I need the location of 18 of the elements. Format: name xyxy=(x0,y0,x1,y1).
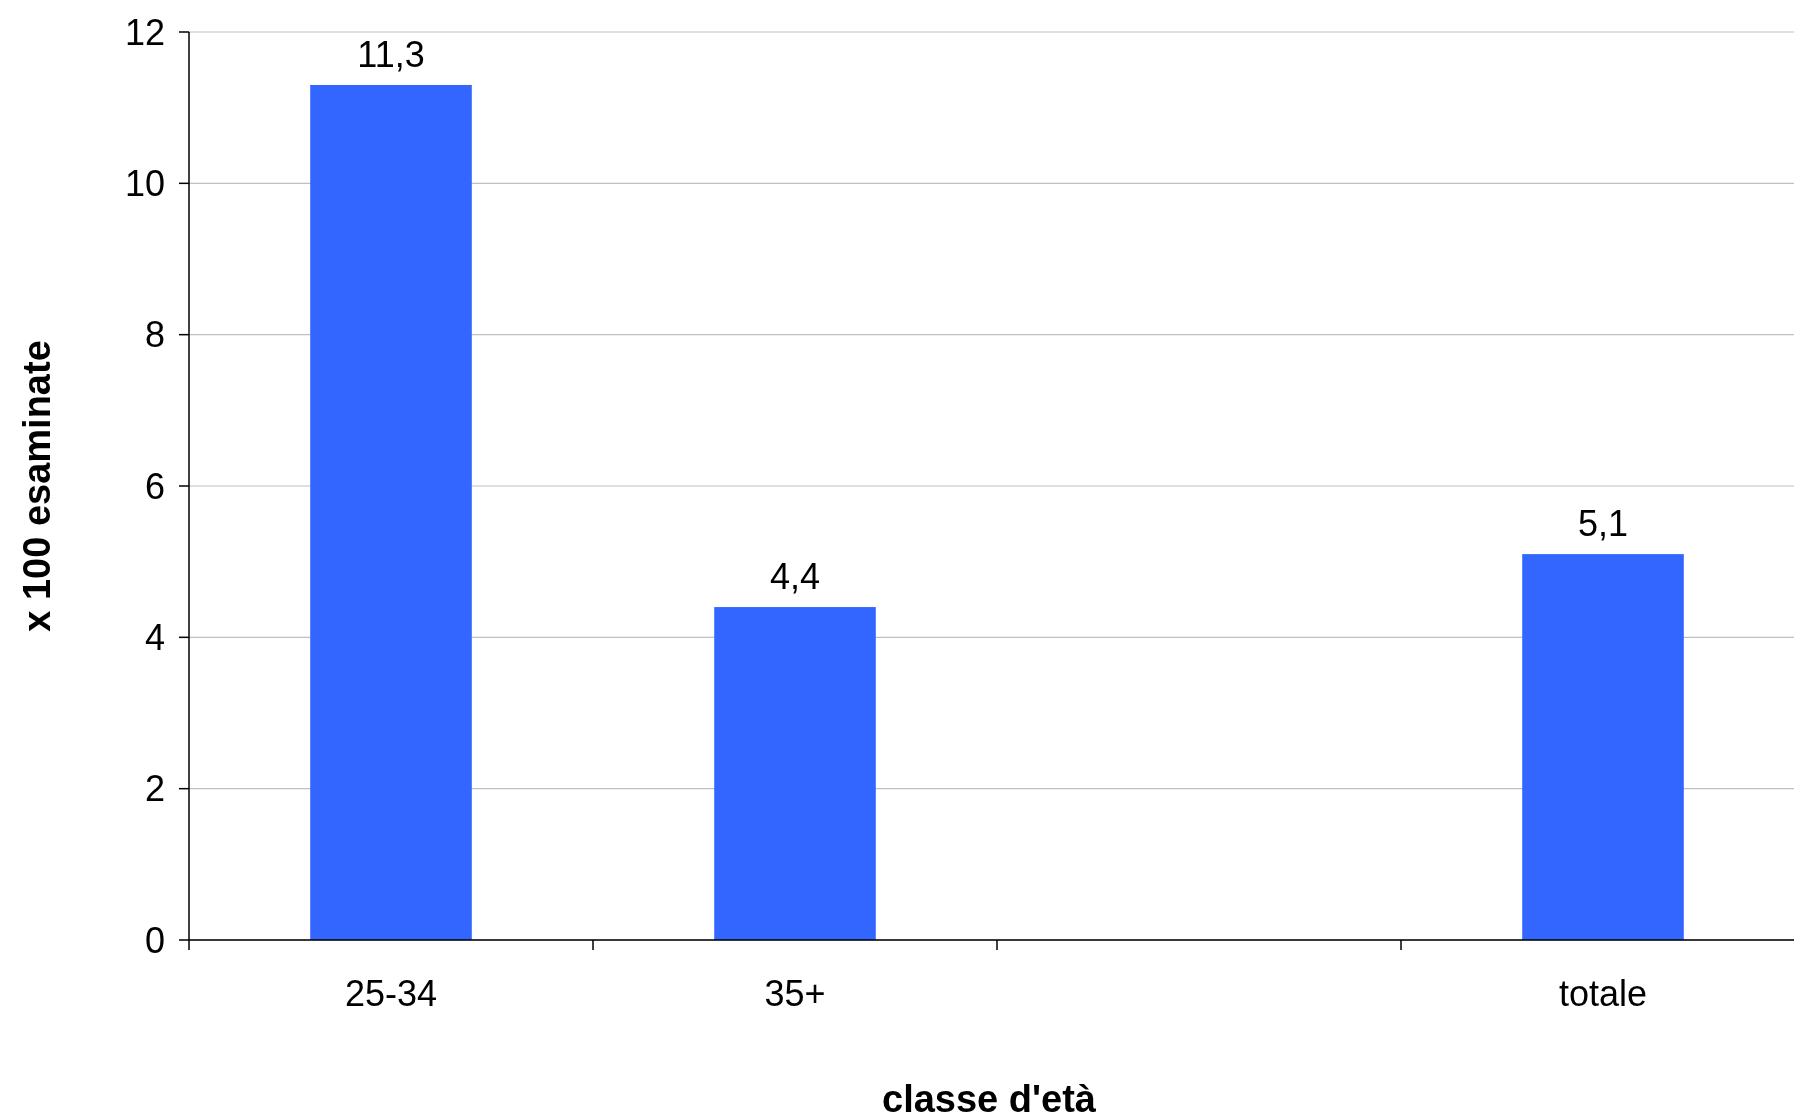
y-tick-label: 2 xyxy=(144,768,165,810)
data-label: 5,1 xyxy=(1577,503,1629,545)
x-tick-label: 25-34 xyxy=(344,973,438,1014)
y-tick-label: 8 xyxy=(144,314,165,356)
x-tick-label: 35+ xyxy=(764,973,826,1014)
x-tick-label: totale xyxy=(1558,973,1648,1014)
y-tick-label: 4 xyxy=(144,616,165,658)
bar xyxy=(310,84,472,940)
bar xyxy=(714,607,876,940)
y-axis-title: x 100 esaminate xyxy=(16,340,58,632)
y-tick-label: 10 xyxy=(124,162,165,204)
data-label: 4,4 xyxy=(769,556,821,598)
y-tick-label: 6 xyxy=(144,465,165,507)
data-label: 11,3 xyxy=(357,33,425,75)
bar xyxy=(1522,554,1684,940)
y-tick-label: 0 xyxy=(144,919,165,961)
y-tick-label: 12 xyxy=(124,11,165,53)
x-axis-title: classe d'età xyxy=(882,1078,1097,1120)
